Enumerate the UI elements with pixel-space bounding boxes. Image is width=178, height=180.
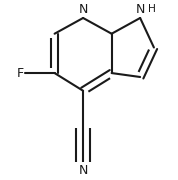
Text: F: F: [16, 67, 23, 80]
Text: N: N: [135, 3, 145, 16]
Text: N: N: [78, 3, 88, 16]
Text: H: H: [148, 4, 156, 14]
Text: N: N: [78, 164, 88, 177]
